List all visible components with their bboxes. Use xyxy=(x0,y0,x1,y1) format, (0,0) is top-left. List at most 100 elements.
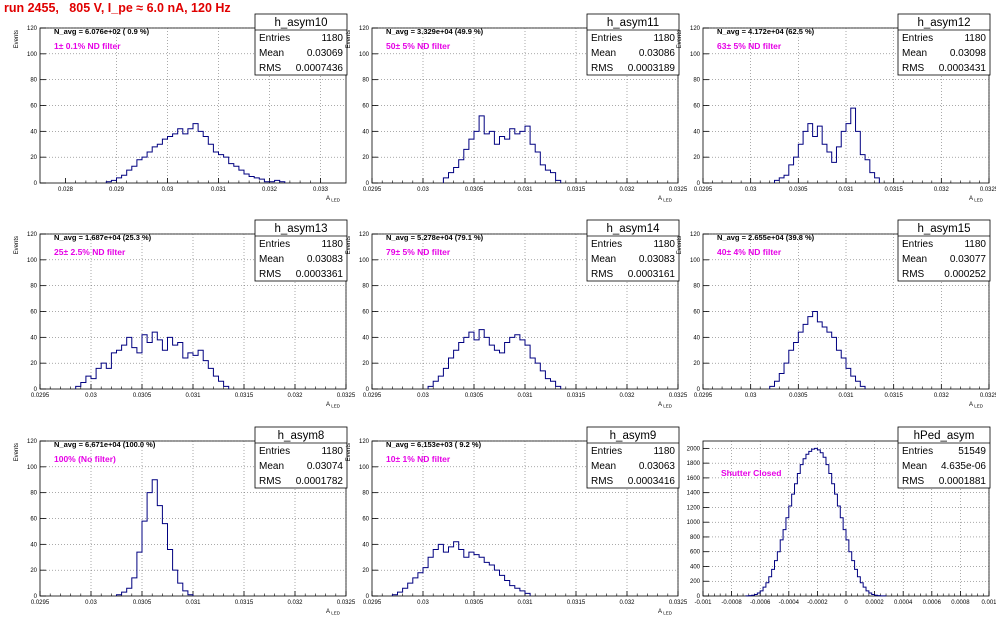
x-tick-label: 0.0305 xyxy=(789,187,808,193)
y-tick-label: 100 xyxy=(27,465,38,471)
x-tick-label: 0.0295 xyxy=(31,393,50,399)
stats-key: Entries xyxy=(259,33,290,44)
stats-title: h_asym14 xyxy=(606,223,660,235)
stats-box xyxy=(586,219,680,282)
x-tick-label: 0.032 xyxy=(262,187,278,193)
x-tick-label: 0.0305 xyxy=(465,393,484,399)
y-tick-label: 100 xyxy=(359,465,370,471)
x-tick-label: 0.0315 xyxy=(567,600,586,606)
y-tick-label: 60 xyxy=(693,310,700,316)
y-axis-label: Events xyxy=(14,236,20,254)
x-tick-label: 0.0305 xyxy=(133,393,152,399)
filter-note: 40± 4% ND filter xyxy=(717,247,782,257)
stats-key: RMS xyxy=(902,63,925,74)
stats-key: RMS xyxy=(591,269,614,280)
stats-key: RMS xyxy=(259,476,282,487)
y-tick-label: 60 xyxy=(693,104,700,110)
histogram-panel-h_asym13: 0.0295 0.03 0.0305 0.031 0.0315 0.032 0.0325 0 2… xyxy=(14,219,356,409)
y-tick-label: 100 xyxy=(690,52,701,58)
x-tick-label: 0.0295 xyxy=(694,393,713,399)
x-tick-label: 0.03 xyxy=(417,393,429,399)
x-tick-label: 0.0325 xyxy=(337,393,356,399)
y-tick-label: 1000 xyxy=(687,520,701,526)
stats-value: 51549 xyxy=(958,446,986,457)
histogram-panel-h_asym14: 0.0295 0.03 0.0305 0.031 0.0315 0.032 0.0325 0 2… xyxy=(346,219,688,409)
stats-key: RMS xyxy=(902,269,925,280)
histogram-line xyxy=(745,447,887,597)
x-tick-label: -0.0004 xyxy=(779,600,800,606)
y-tick-label: 40 xyxy=(362,542,369,548)
stats-value: 0.0003161 xyxy=(628,269,676,280)
x-tick-label: 0.028 xyxy=(58,187,74,193)
stats-title: hPed_asym xyxy=(914,430,975,442)
stats-value: 1180 xyxy=(653,446,675,457)
y-tick-label: 120 xyxy=(690,232,701,238)
y-tick-label: 40 xyxy=(362,335,369,341)
stats-value: 0.0001782 xyxy=(296,476,344,487)
x-tick-label: 0.0325 xyxy=(669,393,688,399)
stats-value: 0.03074 xyxy=(307,461,344,472)
stats-value: 0.03083 xyxy=(307,254,344,265)
stats-box xyxy=(586,426,680,489)
stats-value: 0.03098 xyxy=(950,48,987,59)
y-tick-label: 20 xyxy=(30,361,37,367)
x-tick-label: 0.03 xyxy=(745,393,757,399)
stats-key: Mean xyxy=(902,48,927,59)
x-tick-label: 0.0315 xyxy=(884,187,903,193)
stats-key: Mean xyxy=(259,254,284,265)
x-tick-label: 0.0305 xyxy=(789,393,808,399)
stats-title: h_asym15 xyxy=(917,223,970,235)
x-tick-label: 0.0006 xyxy=(923,600,942,606)
x-axis-label: A LED xyxy=(969,196,984,203)
histogram-panel-h_asym9: 0.0295 0.03 0.0305 0.031 0.0315 0.032 0.0325 0 2… xyxy=(346,426,688,616)
x-tick-label: 0.0325 xyxy=(669,187,688,193)
x-tick-label: 0.033 xyxy=(313,187,329,193)
x-tick-label: 0.029 xyxy=(109,187,125,193)
stats-value: 0.0007436 xyxy=(296,63,344,74)
y-tick-label: 80 xyxy=(693,78,700,84)
y-tick-label: 100 xyxy=(359,258,370,264)
y-tick-label: 20 xyxy=(693,361,700,367)
x-axis-label: A LED xyxy=(326,609,341,616)
x-tick-label: 0.0295 xyxy=(694,187,713,193)
stats-key: RMS xyxy=(902,476,925,487)
x-tick-label: -0.0006 xyxy=(750,600,771,606)
y-tick-label: 0 xyxy=(697,387,701,393)
y-tick-label: 120 xyxy=(27,439,38,445)
stats-value: 1180 xyxy=(653,33,675,44)
y-tick-label: 120 xyxy=(359,26,370,32)
filter-note: Shutter Closed xyxy=(721,468,781,478)
y-tick-label: 60 xyxy=(362,517,369,523)
stats-key: Mean xyxy=(902,461,927,472)
x-tick-label: 0.032 xyxy=(934,187,950,193)
histogram-line xyxy=(116,479,194,596)
x-tick-label: 0.0295 xyxy=(31,600,50,606)
y-axis-label: Events xyxy=(14,30,20,48)
stats-key: RMS xyxy=(259,63,282,74)
x-tick-label: 0.032 xyxy=(934,393,950,399)
stats-title: h_asym10 xyxy=(274,17,327,29)
histogram-line xyxy=(774,107,880,183)
stats-title: h_asym8 xyxy=(278,430,325,442)
navg-label: N_avg = 5.278e+04 (79.1 %) xyxy=(386,233,484,242)
y-tick-label: 100 xyxy=(27,52,38,58)
y-tick-label: 100 xyxy=(359,52,370,58)
stats-title: h_asym9 xyxy=(610,430,657,442)
stats-key: RMS xyxy=(591,63,614,74)
x-tick-label: -0.0002 xyxy=(807,600,828,606)
x-tick-label: -0.0008 xyxy=(721,600,742,606)
navg-label: N_avg = 6.076e+02 ( 0.9 %) xyxy=(54,27,150,36)
x-axis-label: A LED xyxy=(658,402,673,409)
x-tick-label: 0.03 xyxy=(85,393,97,399)
x-tick-label: 0.032 xyxy=(619,187,635,193)
x-tick-label: 0.0295 xyxy=(363,600,382,606)
histogram-line xyxy=(442,115,562,183)
y-tick-label: 0 xyxy=(697,181,701,187)
stats-key: Entries xyxy=(902,446,933,457)
x-tick-label: 0.03 xyxy=(417,600,429,606)
stats-value: 0.0003361 xyxy=(296,269,344,280)
stats-box xyxy=(586,13,680,76)
stats-value: 0.0003189 xyxy=(628,63,676,74)
